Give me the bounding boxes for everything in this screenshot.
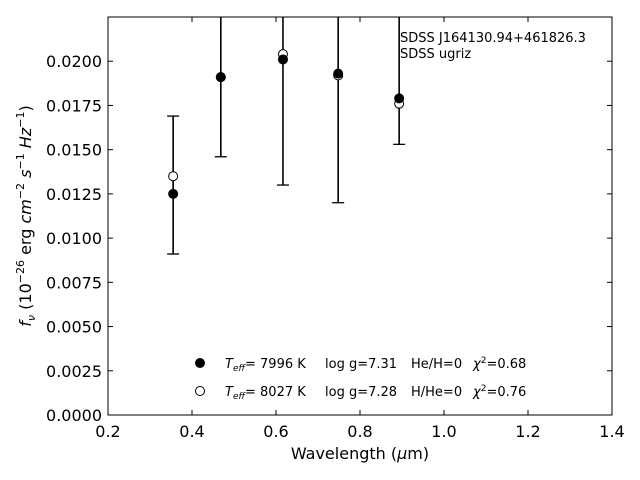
y-label-erg: erg bbox=[16, 224, 35, 260]
legend-open-teff: = 8027 K bbox=[245, 385, 306, 400]
y-label-lp: (10 bbox=[16, 283, 35, 315]
x-tick-label: 0.6 bbox=[263, 422, 288, 441]
y-label-exp3: −1 bbox=[14, 153, 27, 169]
legend-filled-chi-val: =0.68 bbox=[486, 357, 526, 372]
y-tick-label: 0.0050 bbox=[46, 318, 102, 337]
x-axis-label-mu: μ bbox=[396, 444, 407, 463]
x-axis-label-post: m) bbox=[407, 444, 429, 463]
x-tick-label: 1.4 bbox=[599, 422, 624, 441]
x-tick-label: 0.8 bbox=[347, 422, 372, 441]
y-label-exp2: −2 bbox=[14, 183, 27, 199]
x-tick-label: 1.2 bbox=[515, 422, 540, 441]
x-tick-label: 1.0 bbox=[431, 422, 456, 441]
annotation-photometry: SDSS ugriz bbox=[400, 47, 471, 62]
data-point-filled bbox=[215, 72, 226, 83]
legend-open-T: T bbox=[225, 385, 234, 400]
legend-entry-filled: Teff= 7996 K log g=7.31 He/H=0 χ2=0.68 bbox=[225, 356, 526, 374]
legend-open-logg: log g=7.28 bbox=[325, 385, 397, 400]
y-label-f: f bbox=[16, 319, 35, 327]
legend-filled-teff: = 7996 K bbox=[245, 357, 306, 372]
legend-open-sub: eff bbox=[233, 392, 247, 402]
data-point-filled bbox=[394, 93, 405, 104]
y-tick-label: 0.0200 bbox=[46, 52, 102, 71]
y-label-nu: ν bbox=[25, 315, 38, 321]
y-label-s: s bbox=[16, 170, 35, 178]
y-label-exp4: −1 bbox=[14, 112, 27, 128]
legend-filled-chi-sup: 2 bbox=[481, 356, 487, 366]
x-axis-label-pre: Wavelength ( bbox=[291, 444, 397, 463]
legend-filled-T: T bbox=[225, 357, 234, 372]
y-tick-label: 0.0175 bbox=[46, 96, 102, 115]
legend-open-chi: χ bbox=[472, 385, 482, 400]
y-label-exp1: −26 bbox=[14, 260, 27, 283]
x-tick-label: 0.4 bbox=[179, 422, 204, 441]
data-point-filled bbox=[333, 68, 344, 79]
y-tick-label: 0.0100 bbox=[46, 229, 102, 248]
data-point-filled bbox=[277, 54, 288, 65]
y-axis-label: fν (10−26 erg cm−2 s−1 Hz−1) bbox=[14, 105, 38, 326]
legend-filled-comp: He/H=0 bbox=[411, 357, 462, 372]
legend-entry-open: Teff= 8027 K log g=7.28 H/He=0 χ2=0.76 bbox=[225, 384, 526, 402]
legend-marker-open bbox=[195, 386, 205, 396]
x-tick-label: 0.2 bbox=[95, 422, 120, 441]
y-tick-label: 0.0075 bbox=[46, 273, 102, 292]
legend-open-chi-val: =0.76 bbox=[486, 385, 526, 400]
y-tick-label: 0.0125 bbox=[46, 185, 102, 204]
legend-filled-sub: eff bbox=[233, 364, 247, 374]
legend-open-comp: H/He=0 bbox=[411, 385, 462, 400]
error-bars bbox=[167, 17, 406, 255]
data-point-filled bbox=[168, 188, 179, 199]
x-axis-label: Wavelength (μm) bbox=[291, 444, 429, 463]
legend-filled-chi: χ bbox=[472, 357, 482, 372]
y-tick-label: 0.0000 bbox=[46, 406, 102, 425]
y-label-cm: cm bbox=[16, 199, 35, 223]
legend-filled-logg: log g=7.31 bbox=[325, 357, 397, 372]
legend-open-chi-sup: 2 bbox=[481, 384, 487, 394]
legend-marker-filled bbox=[195, 358, 205, 368]
data-point-open bbox=[168, 171, 179, 182]
annotation-object: SDSS J164130.94+461826.3 bbox=[400, 31, 586, 46]
plot-frame bbox=[107, 16, 613, 416]
y-label-hz: Hz bbox=[16, 127, 35, 148]
data-markers bbox=[168, 49, 405, 199]
y-tick-label: 0.0025 bbox=[46, 362, 102, 381]
y-tick-label: 0.0150 bbox=[46, 141, 102, 160]
axis-ticks: 0.2 0.4 0.6 0.8 1.0 1.2 1.4 0.0000 0.0025 0.0050 0… bbox=[46, 17, 625, 441]
y-label-rp: ) bbox=[16, 105, 35, 111]
